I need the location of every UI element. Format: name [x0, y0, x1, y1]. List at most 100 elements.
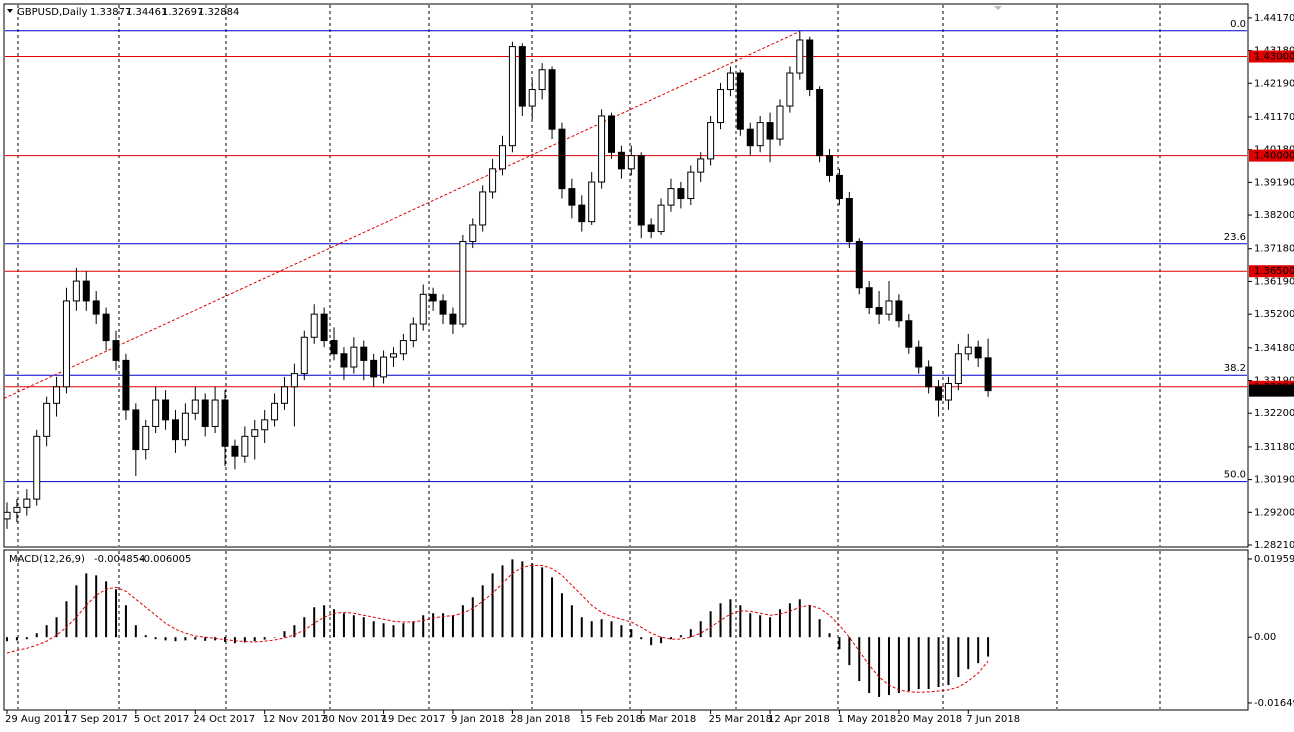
candle-body — [370, 359, 378, 378]
macd-bar — [342, 613, 345, 638]
candle-body — [944, 383, 952, 401]
candle-body — [201, 399, 209, 427]
macd-bar — [739, 605, 742, 638]
macd-bar — [719, 603, 722, 638]
scroll-marker — [994, 6, 1002, 10]
candle-body — [300, 336, 308, 375]
macd-bar — [45, 625, 48, 638]
candle-body — [558, 128, 566, 190]
y-tick-label: 1.38200 — [1254, 210, 1294, 221]
macd-bar — [977, 637, 980, 664]
macd-bar — [144, 635, 147, 638]
candle-body — [439, 300, 447, 315]
macd-bar — [352, 615, 355, 638]
y-tick-label: 1.42190 — [1254, 78, 1294, 89]
candle-body — [657, 204, 665, 233]
macd-bar — [95, 575, 98, 638]
time-grid — [17, 5, 1161, 709]
candle-body — [746, 128, 754, 147]
candle-body — [627, 155, 635, 170]
macd-bar — [124, 605, 127, 638]
candle-body — [320, 313, 328, 342]
macd-bar — [184, 637, 187, 641]
candle-body — [241, 435, 249, 457]
candle-body — [677, 188, 685, 200]
candle-body — [181, 412, 189, 441]
macd-bar — [987, 637, 990, 657]
macd-bar — [412, 621, 415, 638]
header-value: 1.33877 — [90, 7, 131, 18]
macd-bar — [650, 637, 653, 646]
candle-body — [538, 69, 546, 91]
indicator-title: MACD(12,26,9) — [9, 554, 85, 565]
y-tick-label: 1.30190 — [1254, 475, 1294, 486]
candle-body — [756, 122, 764, 147]
macd-pane — [3, 549, 1249, 711]
y-tick-label: 1.28210 — [1254, 540, 1294, 551]
fib-label: 38.2 — [1224, 363, 1246, 374]
candle-body — [152, 399, 160, 427]
macd-bar — [333, 609, 336, 638]
y-tick-label: 0.019599 — [1254, 554, 1294, 565]
y-tick-label: 1.29200 — [1254, 507, 1294, 518]
macd-bar — [481, 585, 484, 638]
candle-body — [142, 425, 150, 451]
candle-body — [687, 171, 695, 200]
y-tick-label: 1.37180 — [1254, 244, 1294, 255]
macd-bar — [610, 621, 613, 638]
indicator-value: -0.004854 — [94, 554, 145, 565]
y-tick-label: 1.36190 — [1254, 276, 1294, 287]
candle-body — [568, 188, 576, 206]
macd-bar — [422, 615, 425, 638]
macd-bar — [323, 605, 326, 638]
candle-body — [736, 72, 744, 130]
candle-body — [449, 313, 457, 325]
macd-bar — [134, 625, 137, 638]
macd-bar — [471, 597, 474, 638]
macd-bar — [937, 637, 940, 688]
x-tick-label: 1 May 2018 — [837, 714, 896, 725]
macd-bar — [283, 631, 286, 638]
macd-bar — [660, 637, 663, 644]
macd-bar — [491, 573, 494, 638]
macd-bar — [115, 589, 118, 638]
x-tick-label: 6 Mar 2018 — [639, 714, 696, 725]
macd-bar — [313, 607, 316, 638]
macd-bar — [640, 637, 643, 640]
macd-bar — [273, 637, 276, 638]
macd-bar — [709, 611, 712, 638]
macd-bar — [580, 617, 583, 638]
candle-body — [231, 445, 239, 457]
macd-bar — [570, 605, 573, 638]
candle-body — [221, 399, 229, 447]
candle-body — [806, 39, 814, 91]
candle-body — [122, 359, 130, 411]
candle-body — [261, 419, 269, 431]
macd-bar — [511, 559, 514, 638]
candle-body — [964, 346, 972, 355]
x-tick-label: 30 Nov 2017 — [322, 714, 386, 725]
price-label-bg — [1249, 384, 1294, 397]
x-tick-label: 15 Feb 2018 — [580, 714, 642, 725]
candle-body — [340, 353, 348, 368]
candle-body — [92, 300, 100, 315]
level-label: 1.36500 — [1254, 266, 1294, 277]
macd-bar — [551, 577, 554, 638]
candle-body — [925, 366, 933, 388]
candle-body — [726, 72, 734, 91]
candle-body — [796, 39, 804, 74]
signal-line — [6, 564, 989, 693]
macd-bar — [55, 617, 58, 638]
x-tick-label: 24 Oct 2017 — [193, 714, 255, 725]
macd-bar — [927, 637, 930, 690]
macd-bar — [521, 561, 524, 638]
header-value: 1.32884 — [198, 7, 239, 18]
macd-bar — [451, 615, 454, 638]
header-value: 1.34461 — [126, 7, 167, 18]
fib-label: 23.6 — [1224, 232, 1246, 243]
macd-bar — [402, 623, 405, 638]
macd-bar — [531, 563, 534, 638]
candle-body — [191, 399, 199, 414]
macd-bar — [392, 625, 395, 638]
